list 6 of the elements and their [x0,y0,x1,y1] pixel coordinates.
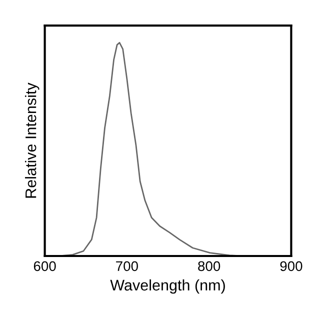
x-tick-label: 700 [116,261,138,272]
y-axis-title: Relative Intensity [25,82,40,198]
x-tick-label: 900 [280,261,302,272]
x-axis-title: Wavelength (nm) [110,279,225,294]
x-tick-label: 600 [34,261,56,272]
x-tick-label: 800 [198,261,220,272]
